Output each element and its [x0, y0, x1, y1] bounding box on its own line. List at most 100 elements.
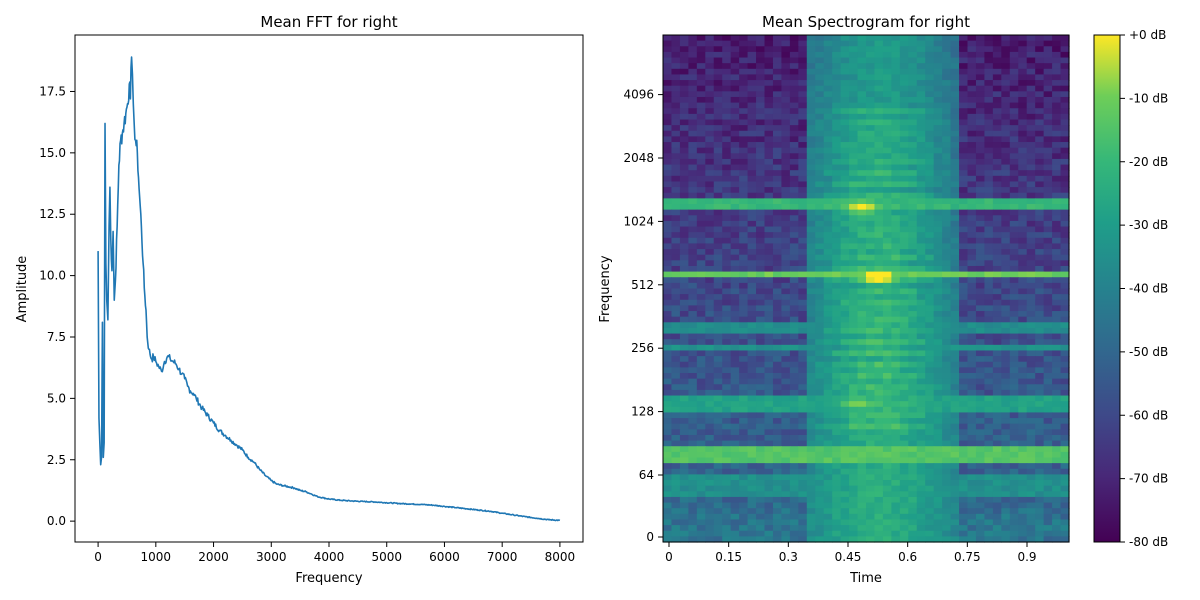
spectrogram-cell — [696, 265, 706, 273]
spectrogram-cell — [832, 316, 842, 323]
spectrogram-cell — [1035, 130, 1045, 137]
spectrogram-cell — [882, 496, 892, 504]
spectrogram-cell — [1018, 198, 1028, 205]
spectrogram-cell — [663, 243, 673, 250]
spectrogram-cell — [823, 305, 833, 312]
spectrogram-cell — [916, 463, 926, 470]
spectrogram-cell — [781, 181, 791, 188]
spectrogram-cell — [1009, 373, 1019, 380]
spectrogram-cell — [756, 468, 766, 475]
spectrogram-cell — [823, 40, 833, 47]
spectrogram-cell — [984, 187, 994, 194]
spectrogram-cell — [722, 457, 732, 464]
spectrogram-cell — [713, 35, 723, 42]
spectrogram-cell — [688, 446, 698, 453]
spectrogram-cell — [781, 525, 791, 532]
spectrogram-cell — [874, 198, 884, 205]
spectrogram-cell — [866, 254, 876, 261]
spectrogram-cell — [992, 40, 1002, 47]
spectrogram-cell — [1060, 491, 1070, 498]
spectrogram-cell — [933, 339, 943, 346]
spectrogram-cell — [1043, 226, 1053, 233]
spectrogram-cell — [663, 389, 673, 397]
spectrogram-cell — [679, 389, 689, 397]
spectrogram-cell — [975, 57, 986, 64]
spectrogram-cell — [1035, 530, 1045, 537]
spectrogram-cell — [815, 136, 825, 143]
spectrogram-cell — [882, 322, 892, 329]
spectrogram-cell — [663, 254, 673, 261]
spectrogram-cell — [950, 108, 960, 115]
spectrogram-cell — [975, 209, 986, 216]
spectrogram-cell — [840, 406, 850, 414]
spectrogram-cell — [832, 350, 842, 357]
spectrogram-cell — [849, 170, 859, 177]
spectrogram-cell — [916, 361, 926, 368]
spectrogram-cell — [899, 220, 909, 228]
spectrogram-cell — [730, 294, 740, 301]
spectrogram-cell — [908, 525, 918, 532]
spectrogram-cell — [705, 96, 715, 104]
spectrogram-cell — [1001, 96, 1011, 104]
spectrogram-cell — [1043, 164, 1053, 171]
spectrogram-cell — [899, 46, 909, 53]
spectrogram-cell — [984, 35, 994, 42]
spectrogram-cell — [933, 85, 943, 92]
spectrogram-cell — [806, 181, 816, 188]
spectrogram-cell — [942, 311, 952, 318]
spectrogram-cell — [849, 406, 859, 414]
spectrogram-cell — [849, 265, 859, 273]
spectrogram-cell — [739, 147, 749, 154]
spectrogram-cell — [916, 508, 926, 515]
spectrogram-cell — [899, 502, 909, 509]
spectrogram-cell — [874, 350, 884, 357]
fft-x-ticks: 0 1000 2000 3000 4000 5000 6000 7000 8000 — [94, 542, 575, 564]
spectrogram-cell — [739, 265, 749, 273]
spectrogram-cell — [730, 468, 740, 475]
spectrogram-cell — [671, 57, 681, 64]
spectrogram-cell — [1018, 187, 1028, 194]
spectrogram-cell — [891, 316, 901, 323]
spectrogram-cell — [764, 513, 774, 521]
spectrogram-cell — [806, 158, 816, 166]
spectrogram-cell — [984, 226, 994, 233]
spectrogram-cell — [764, 508, 774, 515]
spectrogram-cell — [781, 282, 791, 290]
spectrogram-cell — [806, 40, 816, 47]
spectrogram-cell — [1001, 136, 1011, 143]
fft-y-tick-label: 7.5 — [47, 330, 66, 344]
spectrogram-cell — [1026, 389, 1036, 397]
spectrogram-cell — [975, 271, 986, 278]
spectrogram-cell — [866, 406, 876, 414]
spectrogram-cell — [671, 406, 681, 414]
spectrogram-cell — [798, 463, 808, 470]
spectrogram-cell — [713, 502, 723, 509]
spectrogram-cell — [789, 192, 799, 199]
spectrogram-cell — [756, 113, 766, 121]
spectrogram-cell — [696, 378, 706, 385]
spectrogram-cell — [849, 530, 859, 537]
spectrogram-cell — [705, 220, 715, 228]
spectrogram-cell — [705, 282, 715, 290]
spectrogram-cell — [1035, 85, 1045, 92]
spectrogram-cell — [1026, 271, 1036, 278]
spectrogram-cell — [1043, 389, 1053, 397]
spectrogram-cell — [815, 333, 825, 340]
spectrogram-cell — [806, 378, 816, 385]
spectrogram-cell — [730, 260, 740, 267]
spectrogram-cell — [975, 142, 986, 149]
spectrogram-cell — [756, 463, 766, 470]
spectrogram-cell — [696, 260, 706, 267]
spectrogram-cell — [823, 204, 833, 211]
spectrogram-cell — [823, 384, 833, 391]
spectrogram-cell — [705, 389, 715, 397]
spectrogram-cell — [849, 491, 859, 498]
spectrogram-cell — [798, 68, 808, 76]
spectrogram-cell — [933, 40, 943, 47]
spectrogram-cell — [1009, 525, 1019, 532]
spectrogram-cell — [713, 237, 723, 245]
spectrogram-cell — [866, 513, 876, 521]
spectrogram-cell — [789, 344, 799, 352]
spectrogram-cell — [832, 446, 842, 453]
spectrogram-cell — [874, 429, 884, 436]
